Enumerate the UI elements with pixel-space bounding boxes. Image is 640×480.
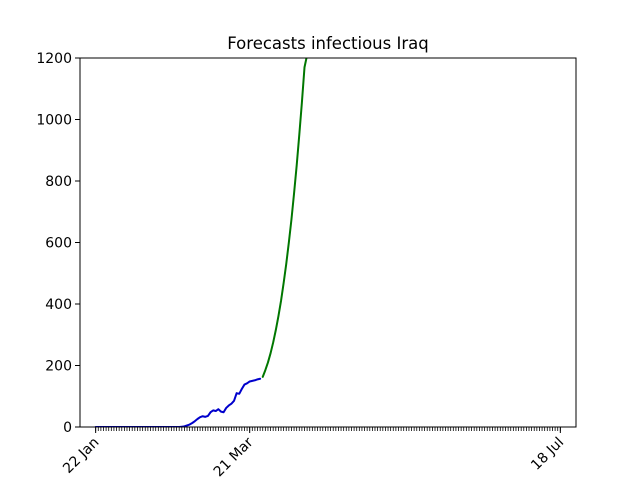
- y-tick-label-0: 0: [63, 420, 72, 436]
- plot-area: 0 200 400 600 800 1000 1200 22 Jan 21 Mar 18 Jul: [36, 51, 577, 480]
- chart-title: Forecasts infectious Iraq: [227, 34, 428, 53]
- x-tick-label-3: 18 Jul: [528, 435, 567, 474]
- y-tick-label-200: 200: [45, 359, 72, 375]
- y-tick-label-600: 600: [45, 236, 72, 252]
- y-tick-label-400: 400: [45, 297, 72, 313]
- series-line-2: [261, 58, 308, 378]
- series-group: [94, 58, 308, 427]
- series-line-1: [94, 377, 262, 427]
- y-tick-label-1200: 1200: [36, 51, 72, 67]
- axes-frame: [79, 57, 577, 428]
- x-tick-label-1: 22 Jan: [60, 435, 102, 477]
- x-tick-label-2: 21 Mar: [211, 434, 257, 480]
- y-tick-label-1000: 1000: [36, 113, 72, 129]
- y-tick-label-800: 800: [45, 174, 72, 190]
